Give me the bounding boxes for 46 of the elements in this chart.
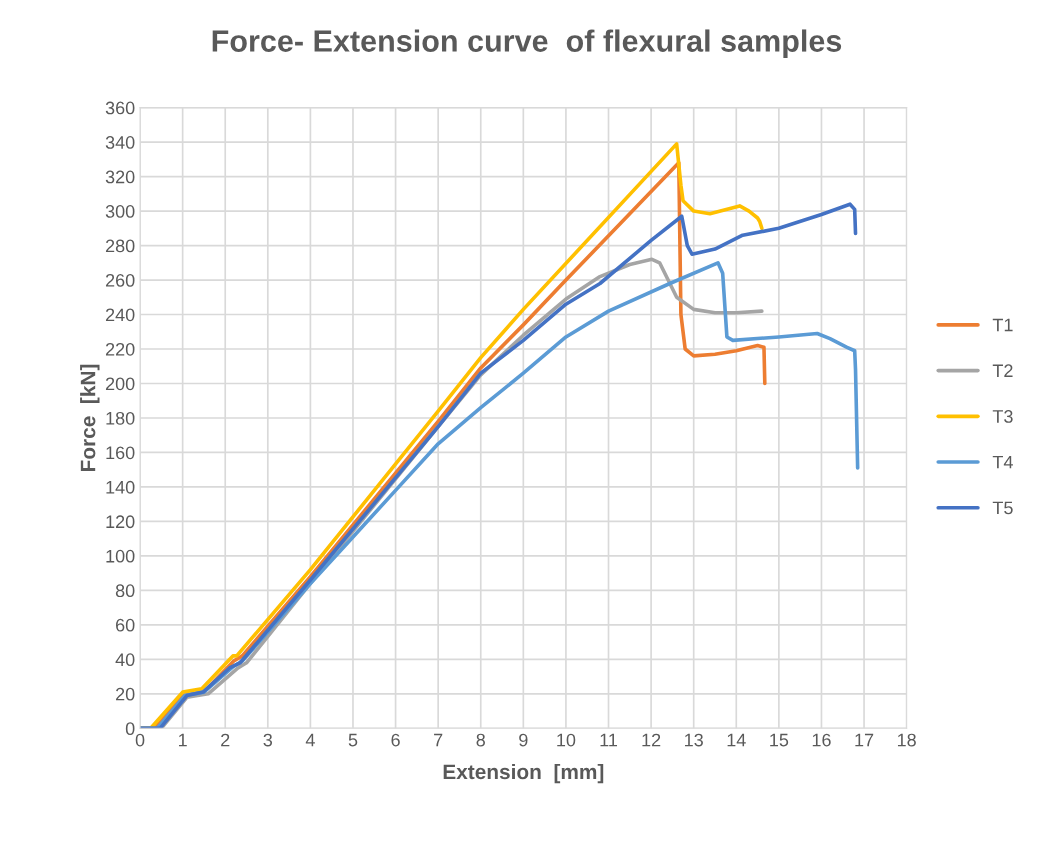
- x-tick-label: 12: [642, 733, 661, 747]
- y-tick-label: 280: [105, 239, 135, 253]
- y-tick-label: 340: [105, 136, 135, 149]
- legend-label: T3: [992, 410, 1013, 423]
- y-tick-label: 120: [106, 515, 135, 529]
- y-tick-label: 300: [105, 205, 135, 218]
- x-tick-label: 7: [434, 733, 443, 747]
- y-tick-label: 140: [106, 480, 135, 494]
- chart-title: Force- Extension curve of flexural samples: [212, 29, 842, 58]
- x-tick-label: 6: [391, 733, 400, 747]
- x-tick-label: 9: [519, 733, 528, 747]
- x-tick-label: 2: [221, 733, 230, 747]
- legend-label: T1: [992, 318, 1013, 332]
- y-tick-label: 160: [106, 446, 135, 460]
- y-tick-label: 260: [105, 273, 135, 287]
- x-tick-label: 8: [476, 733, 485, 747]
- x-tick-label: 17: [855, 733, 874, 747]
- x-tick-label: 11: [600, 733, 618, 747]
- x-tick-label: 10: [557, 733, 576, 747]
- x-tick-label: 18: [897, 733, 916, 747]
- y-tick-label: 100: [106, 549, 135, 563]
- x-tick-label: 13: [685, 733, 703, 747]
- y-tick-label: 320: [105, 170, 135, 184]
- y-tick-label: 220: [105, 342, 135, 356]
- y-tick-label: 0: [125, 722, 135, 736]
- y-tick-label: 240: [105, 308, 135, 322]
- y-tick-label: 60: [116, 618, 135, 632]
- x-tick-label: 1: [178, 733, 187, 747]
- y-tick-label: 180: [106, 411, 135, 425]
- y-tick-label: 20: [116, 687, 135, 701]
- x-tick-label: 14: [727, 733, 746, 747]
- y-tick-label: 200: [105, 377, 135, 391]
- y-axis-title: Force [kN]: [80, 364, 100, 471]
- x-tick-label: 16: [812, 733, 831, 747]
- y-tick-label: 40: [115, 653, 135, 667]
- x-tick-label: 0: [135, 733, 145, 747]
- y-tick-label: 80: [115, 584, 135, 598]
- y-tick-label: 360: [105, 101, 135, 115]
- x-axis-title: Extension [mm]: [443, 763, 604, 784]
- x-tick-label: 4: [305, 733, 315, 747]
- x-tick-label: 3: [263, 733, 273, 747]
- legend-label: T4: [992, 455, 1013, 469]
- legend-label: T2: [992, 364, 1013, 377]
- legend-label: T5: [992, 501, 1013, 515]
- x-tick-label: 5: [348, 733, 358, 747]
- x-tick-label: 15: [770, 733, 789, 747]
